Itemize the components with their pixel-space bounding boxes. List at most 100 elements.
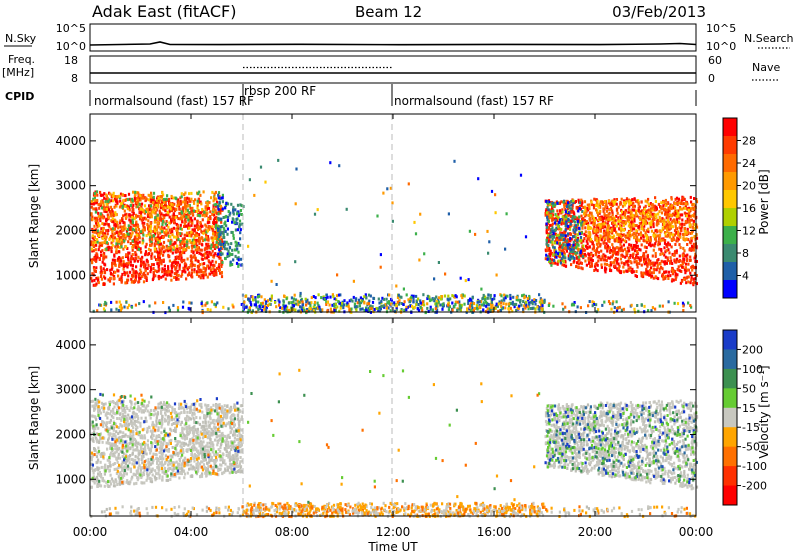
data-cell (93, 195, 96, 199)
data-cell (126, 265, 129, 269)
data-cell (213, 268, 216, 272)
data-cell (518, 304, 521, 308)
data-cell (575, 256, 578, 260)
data-cell (574, 251, 577, 255)
data-cell (615, 230, 618, 234)
data-cell (124, 281, 127, 285)
data-cell (461, 293, 464, 297)
data-cell (617, 266, 620, 270)
data-cell (187, 246, 190, 250)
data-cell (239, 237, 242, 241)
data-cell (385, 306, 388, 310)
data-cell (568, 224, 572, 228)
data-cell (181, 220, 184, 224)
data-cell (191, 219, 194, 223)
data-cell (206, 204, 209, 207)
data-cell (201, 311, 204, 315)
data-cell (603, 268, 607, 272)
data-cell (614, 257, 617, 260)
data-cell (560, 200, 563, 204)
data-cell (206, 221, 209, 225)
data-cell (168, 273, 172, 277)
data-cell (645, 237, 648, 241)
data-cell (275, 305, 278, 309)
data-cell (545, 249, 548, 252)
data-cell (580, 223, 583, 227)
data-cell (225, 240, 228, 244)
data-cell (211, 236, 214, 240)
data-cell (244, 295, 247, 298)
data-cell (110, 250, 113, 254)
data-cell (211, 242, 214, 246)
data-cell (593, 224, 596, 228)
data-cell (299, 291, 302, 295)
data-cell (676, 257, 679, 261)
data-cell (640, 221, 643, 225)
data-cell (565, 243, 568, 247)
data-cell (681, 301, 685, 305)
data-cell (111, 217, 114, 221)
data-cell (548, 252, 551, 256)
data-cell (178, 207, 181, 211)
data-cell (553, 205, 556, 208)
data-cell (180, 227, 183, 231)
data-cell (143, 204, 147, 208)
data-cell (591, 259, 594, 262)
data-cell (190, 268, 194, 272)
data-cell (184, 210, 187, 214)
data-cell (495, 273, 498, 277)
data-cell (211, 190, 214, 194)
data-cell (154, 269, 157, 273)
data-cell (556, 219, 559, 223)
data-cell (125, 253, 128, 257)
data-cell (178, 267, 181, 271)
data-cell (470, 304, 473, 307)
data-cell (118, 305, 121, 309)
data-cell (591, 242, 594, 246)
data-cell (237, 263, 240, 267)
data-cell (595, 249, 599, 253)
data-cell (443, 294, 447, 298)
data-cell (600, 249, 603, 253)
data-cell (545, 230, 548, 234)
data-cell (110, 308, 113, 312)
data-cell (297, 303, 300, 307)
data-cell (619, 226, 622, 230)
data-cell (689, 304, 692, 307)
data-cell (618, 239, 621, 243)
data-cell (138, 193, 141, 197)
data-cell (598, 237, 601, 241)
data-cell (193, 240, 196, 244)
data-cell (143, 221, 146, 225)
data-cell (418, 308, 421, 312)
data-cell (90, 205, 93, 209)
data-cell (224, 206, 227, 210)
data-cell (631, 227, 634, 231)
data-cell (156, 221, 160, 225)
data-cell (228, 246, 231, 250)
data-cell (622, 307, 625, 311)
data-cell (472, 302, 476, 305)
data-cell (234, 254, 237, 258)
data-cell (161, 227, 164, 231)
data-cell (611, 204, 614, 207)
data-cell (226, 202, 230, 206)
data-cell (145, 279, 148, 282)
data-cell (165, 213, 168, 217)
data-cell (225, 201, 228, 205)
data-cell (237, 264, 240, 268)
data-cell (686, 259, 689, 262)
data-cell (204, 251, 207, 255)
data-cell (215, 218, 218, 222)
data-cell (619, 201, 622, 204)
data-cell (333, 302, 336, 306)
data-cell (580, 241, 583, 245)
data-cell (100, 277, 104, 281)
data-cell (170, 266, 174, 270)
data-cell (642, 273, 645, 277)
data-cell (567, 254, 570, 258)
data-cell (91, 249, 94, 253)
data-cell (633, 227, 636, 231)
data-cell (642, 257, 646, 261)
data-cell (96, 193, 99, 197)
